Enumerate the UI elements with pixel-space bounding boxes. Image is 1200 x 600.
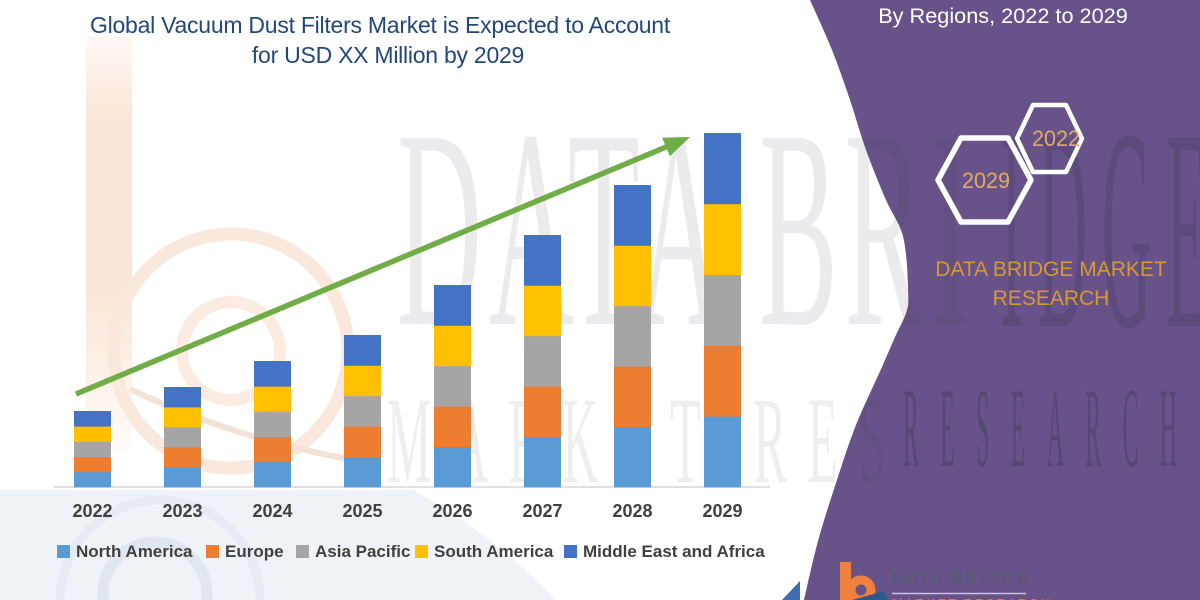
svg-text:2029: 2029 <box>962 168 1010 193</box>
svg-text:DATA BRIDGE: DATA BRIDGE <box>892 568 1031 587</box>
svg-text:MARKET RESEARCH: MARKET RESEARCH <box>892 596 1052 600</box>
svg-text:2022: 2022 <box>1032 126 1080 151</box>
